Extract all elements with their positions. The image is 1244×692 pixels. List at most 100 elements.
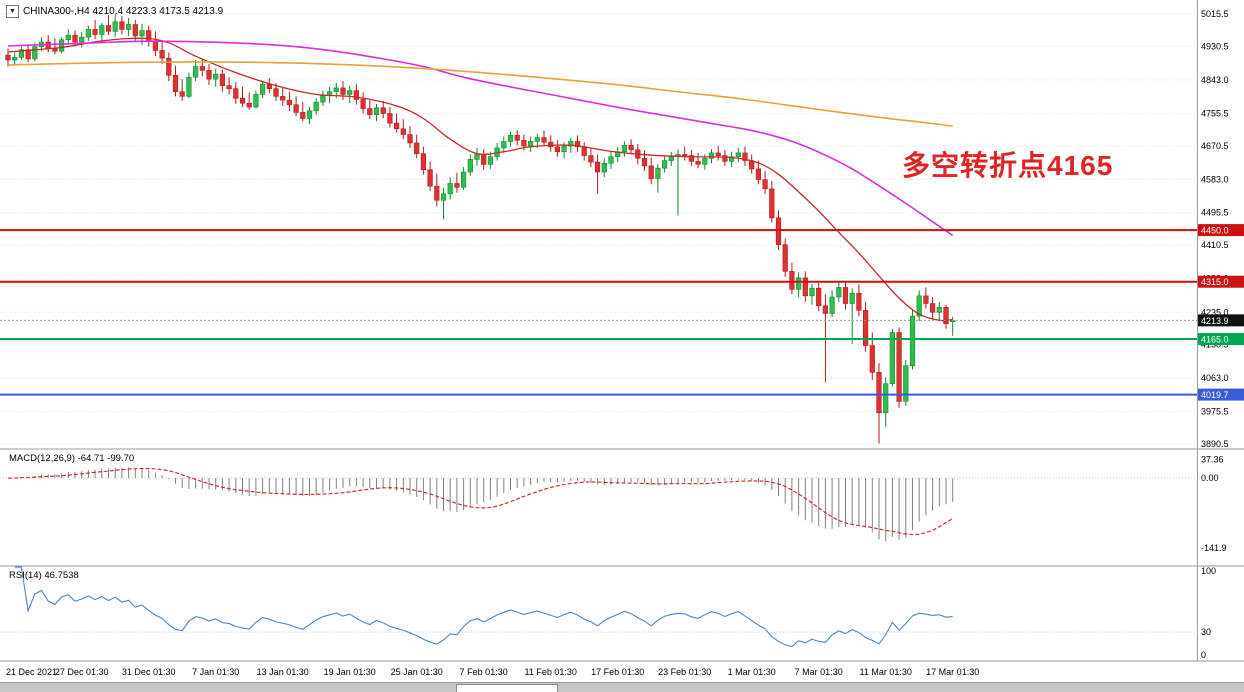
ma-fast-red <box>7 37 953 322</box>
candle-body <box>916 295 922 317</box>
scrollbar-thumb[interactable] <box>456 684 558 692</box>
macd-signal-line <box>7 467 953 536</box>
candle-body <box>313 101 319 112</box>
symbol-dropdown-icon[interactable]: ▼ <box>6 5 19 18</box>
candle-body <box>273 88 279 97</box>
candle-body <box>554 146 560 153</box>
candle-body <box>769 188 775 219</box>
candle-body <box>501 141 507 149</box>
x-axis-label: 7 Jan 01:30 <box>192 667 239 677</box>
x-axis-label: 1 Mar 01:30 <box>728 667 776 677</box>
candle-body <box>92 29 98 35</box>
candle-body <box>836 287 842 298</box>
badge-text: 4213.9 <box>1201 316 1229 326</box>
candle-body <box>239 97 246 104</box>
badge-rect <box>1198 388 1244 401</box>
candle-body <box>869 345 875 373</box>
candle-body <box>427 169 433 187</box>
candle-body <box>601 162 607 173</box>
candle-body <box>581 146 587 156</box>
candle-body <box>802 277 808 297</box>
badge-text: 4315.0 <box>1201 277 1229 287</box>
price-tick-label: 4495.5 <box>1201 208 1229 218</box>
rsi-tick-label: 0 <box>1201 650 1206 660</box>
candle-body <box>474 154 480 160</box>
candle-body <box>166 57 172 76</box>
candle-body <box>755 168 761 180</box>
price-tick-label: 5015.5 <box>1201 9 1229 19</box>
symbol-ohlc-text: CHINA300-,H4 4210.4 4223.3 4173.5 4213.9 <box>23 6 224 17</box>
candle-body <box>782 244 788 272</box>
axis-badge-4165.0: 4165.0 <box>1198 333 1244 346</box>
candle-body <box>112 21 118 32</box>
candle-body <box>387 113 393 124</box>
candle-body <box>5 54 11 61</box>
horizontal-scrollbar[interactable] <box>0 682 1244 692</box>
candle-body <box>648 165 654 179</box>
candle-body <box>400 128 406 135</box>
x-axis-label: 17 Mar 01:30 <box>926 667 979 677</box>
candle-body <box>152 40 159 51</box>
x-axis-label: 31 Dec 01:30 <box>122 667 176 677</box>
candle-body <box>206 70 212 80</box>
price-tick-label: 4235.0 <box>1201 307 1229 317</box>
candle-body <box>929 303 936 313</box>
candle-body <box>132 24 138 37</box>
price-axis-labels: 5015.5 4930.5 4843.0 4755.5 4670.5 4583.0 4495… <box>1201 9 1229 449</box>
candle-body <box>695 161 701 165</box>
candle-body <box>233 88 239 99</box>
candle-body <box>889 332 895 385</box>
candle-body <box>193 66 199 78</box>
badge-text: 4165.0 <box>1201 335 1229 345</box>
candle-body <box>213 73 219 80</box>
candles <box>5 14 956 444</box>
candle-body <box>306 110 313 119</box>
price-tick-label: 4583.0 <box>1201 174 1229 184</box>
candle-body <box>58 39 65 52</box>
candle-body <box>393 122 400 130</box>
price-tick-label: 3975.5 <box>1201 406 1229 416</box>
candle-body <box>568 141 574 147</box>
candle-body <box>481 154 487 165</box>
candle-body <box>460 171 467 188</box>
candle-body <box>226 85 232 89</box>
price-tick-label: 4930.5 <box>1201 41 1229 51</box>
candle-body <box>655 167 661 179</box>
candle-body <box>715 152 721 156</box>
rsi-tick-label: 100 <box>1201 566 1216 576</box>
macd-tick-label: 37.36 <box>1201 455 1224 465</box>
candle-body <box>574 141 581 148</box>
candle-body <box>347 90 353 95</box>
candle-body <box>52 48 58 52</box>
candle-body <box>467 159 473 173</box>
price-tick-label: 3890.5 <box>1201 439 1229 449</box>
candle-body <box>119 21 125 30</box>
badge-rect <box>1198 275 1244 288</box>
candle-body <box>105 25 112 32</box>
candle-body <box>621 144 627 153</box>
candle-body <box>340 87 346 95</box>
candle-body <box>199 66 205 71</box>
candle-body <box>856 292 862 311</box>
candle-body <box>99 25 105 35</box>
candle-body <box>789 271 795 290</box>
candle-body <box>487 156 494 165</box>
annotation-text: 多空转折点4165 <box>902 150 1114 181</box>
candle-body <box>594 161 601 173</box>
candle-body <box>259 83 266 95</box>
candle-body <box>541 137 547 143</box>
candle-body <box>608 156 614 164</box>
candle-body <box>172 75 179 93</box>
candle-body <box>280 96 286 101</box>
ma-mid-magenta <box>7 40 954 237</box>
candle-body <box>816 287 822 307</box>
price-tick-label: 4755.5 <box>1201 108 1229 118</box>
candle-body <box>420 153 427 171</box>
candle-body <box>936 307 942 313</box>
candle-body <box>434 185 440 201</box>
badge-text: 4019.7 <box>1201 390 1229 400</box>
candle-body <box>896 332 902 402</box>
candle-body <box>588 155 594 163</box>
